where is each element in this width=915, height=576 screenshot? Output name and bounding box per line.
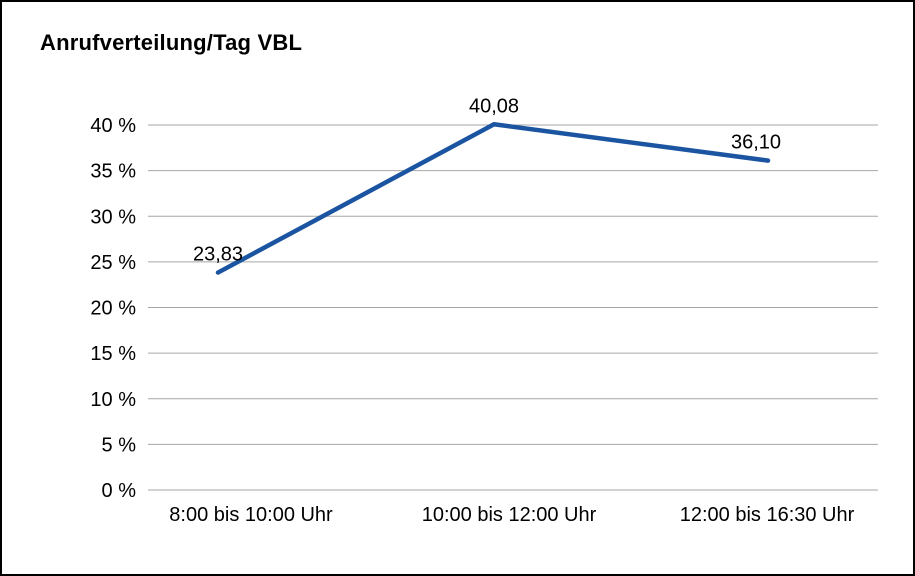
x-axis-category-label: 8:00 bis 10:00 Uhr <box>169 504 333 526</box>
data-series-line <box>215 122 771 275</box>
y-axis-tick-label: 15 % <box>90 343 136 365</box>
data-point-label: 36,10 <box>731 132 781 154</box>
x-axis-category-label: 12:00 bis 16:30 Uhr <box>680 504 855 526</box>
y-axis-tick-label: 0 % <box>102 480 137 502</box>
y-axis-tick-label: 40 % <box>90 115 136 137</box>
chart-title: Anrufverteilung/Tag VBL <box>40 30 303 55</box>
data-point-label: 40,08 <box>469 95 519 117</box>
x-axis-category-label: 10:00 bis 12:00 Uhr <box>422 504 597 526</box>
y-axis-tick-label: 10 % <box>90 389 136 411</box>
y-axis-tick-label: 25 % <box>90 252 136 274</box>
y-axis-tick-label: 20 % <box>90 298 136 320</box>
y-axis-tick-label: 5 % <box>102 434 137 456</box>
y-axis-tick-label: 30 % <box>90 206 136 228</box>
y-axis-tick-label: 35 % <box>90 161 136 183</box>
data-point-label: 23,83 <box>193 244 243 266</box>
